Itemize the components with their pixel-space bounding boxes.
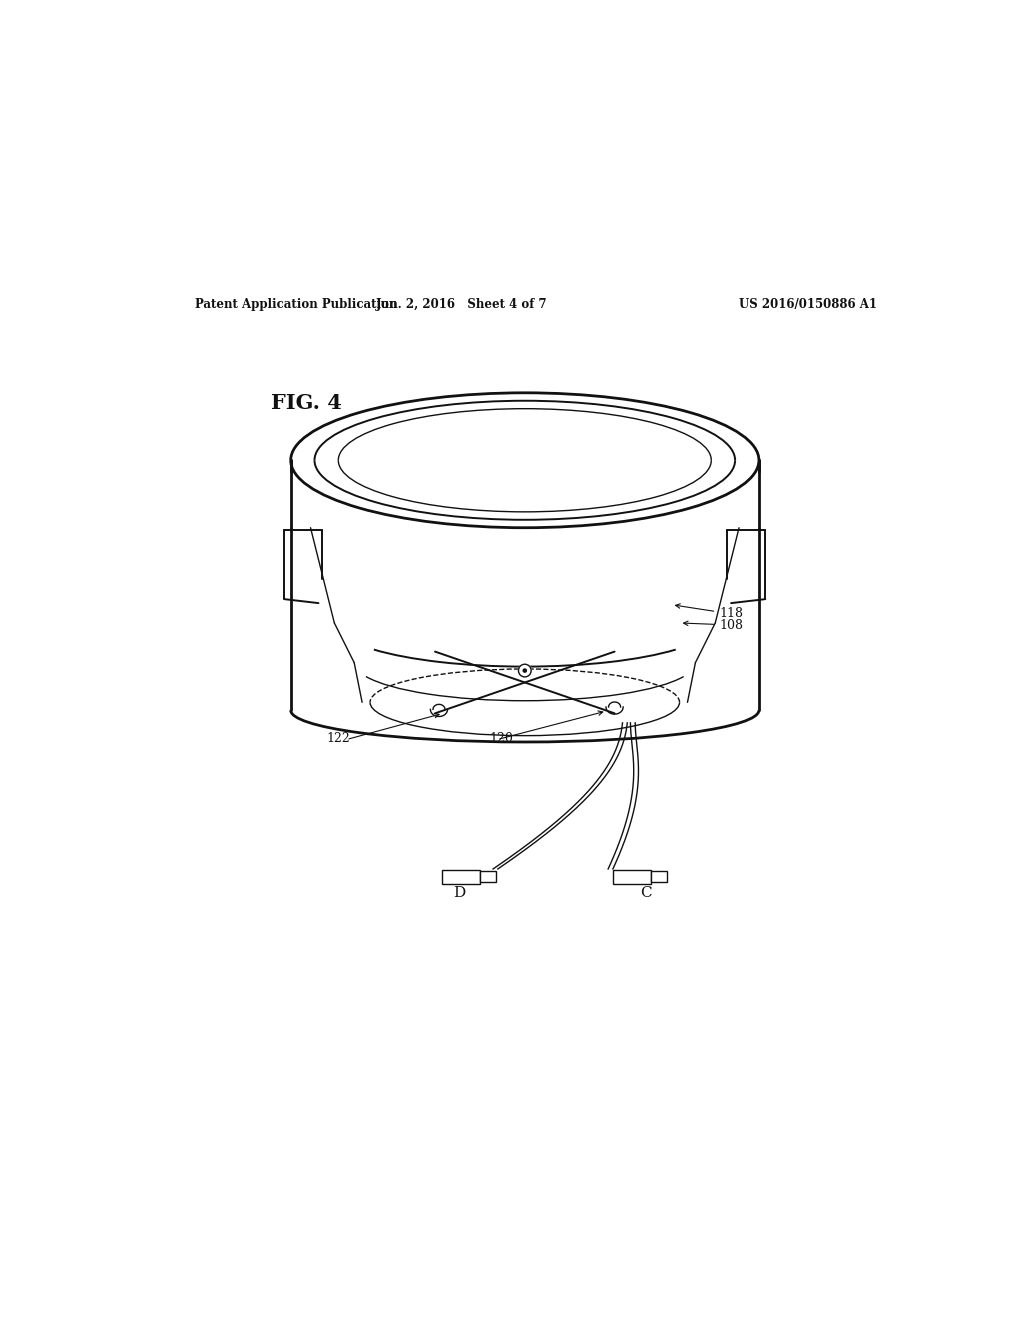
FancyBboxPatch shape [480,871,497,883]
Text: 120: 120 [489,733,513,744]
FancyBboxPatch shape [651,871,667,883]
Text: 118: 118 [676,603,743,620]
FancyBboxPatch shape [442,870,480,884]
FancyBboxPatch shape [613,870,651,884]
Circle shape [523,669,526,672]
Text: Patent Application Publication: Patent Application Publication [196,297,398,310]
Text: Jun. 2, 2016   Sheet 4 of 7: Jun. 2, 2016 Sheet 4 of 7 [376,297,547,310]
Text: FIG. 4: FIG. 4 [270,393,342,413]
Text: D: D [454,886,466,900]
Circle shape [518,664,531,677]
Text: 122: 122 [327,733,350,744]
Text: 108: 108 [684,619,743,631]
Text: US 2016/0150886 A1: US 2016/0150886 A1 [739,297,878,310]
Text: C: C [640,886,651,900]
